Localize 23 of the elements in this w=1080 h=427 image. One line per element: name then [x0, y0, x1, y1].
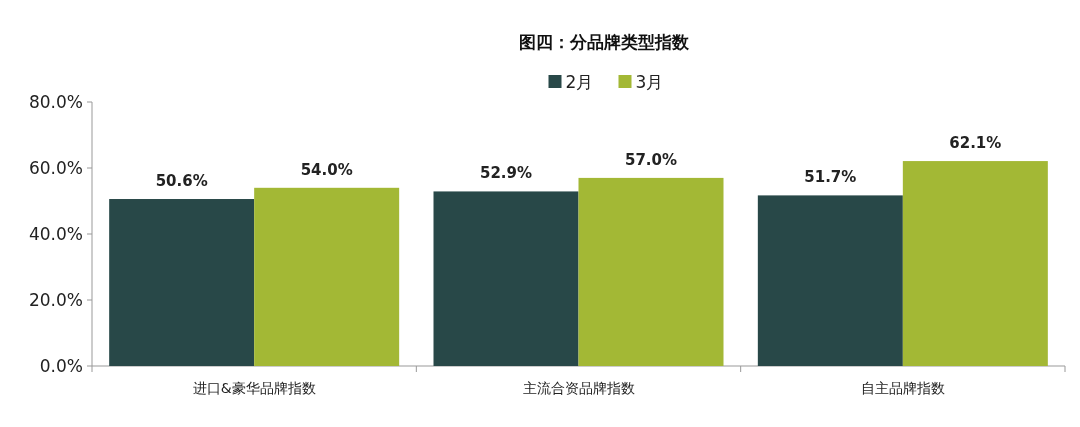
x-tick-label: 主流合资品牌指数: [522, 380, 635, 396]
y-tick-label: 60.0%: [28, 158, 83, 178]
y-tick-label: 80.0%: [28, 92, 83, 112]
bar: [433, 191, 579, 366]
bar: [757, 195, 903, 366]
x-tick-label: 自主品牌指数: [860, 380, 945, 396]
data-label: 52.9%: [479, 164, 533, 183]
data-label: 50.6%: [155, 172, 208, 191]
x-tick-label: 进口&豪华品牌指数: [192, 380, 316, 396]
y-tick-label: 20.0%: [28, 290, 83, 310]
bar: [109, 199, 255, 366]
bar: [902, 161, 1048, 366]
y-tick-label: 40.0%: [28, 224, 83, 244]
legend-label: 3月: [635, 72, 664, 92]
data-label: 57.0%: [624, 150, 678, 169]
data-label: 62.1%: [949, 134, 1002, 153]
chart-title: 图四：分品牌类型指数: [518, 32, 690, 52]
data-label: 54.0%: [300, 160, 353, 179]
data-label: 51.7%: [804, 168, 857, 187]
bar: [254, 187, 400, 366]
legend-label: 2月: [565, 72, 594, 92]
bar: [578, 177, 724, 366]
y-tick-label: 0.0%: [39, 356, 83, 376]
